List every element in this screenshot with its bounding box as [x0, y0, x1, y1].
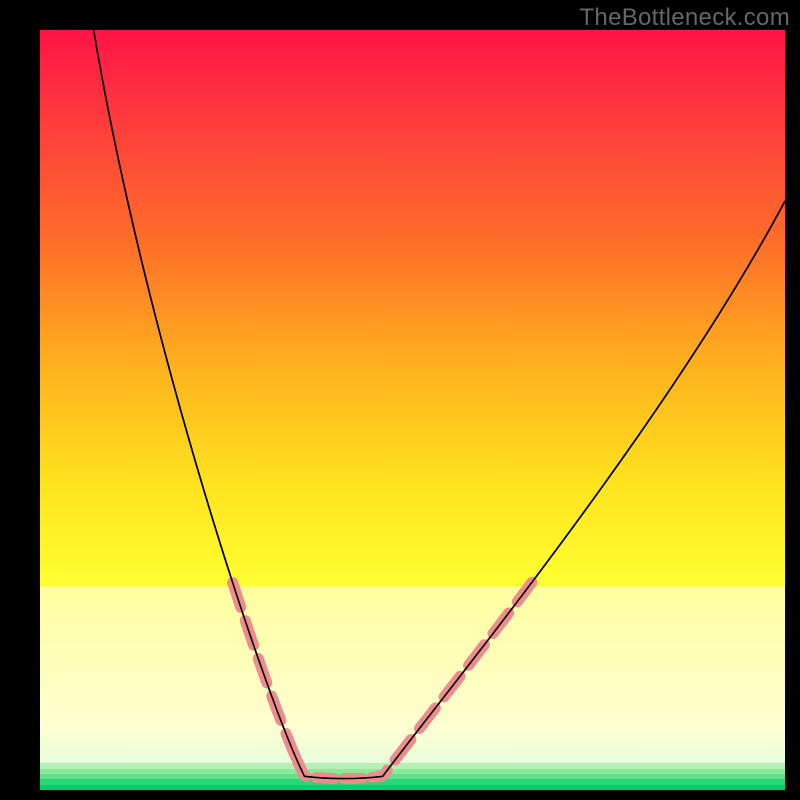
- plot-area: [40, 30, 785, 790]
- dash-left: [233, 583, 297, 759]
- v-curve: [94, 30, 785, 779]
- watermark: TheBottleneck.com: [579, 4, 790, 32]
- v-curve-top: [94, 30, 785, 779]
- curve-svg: [40, 30, 785, 790]
